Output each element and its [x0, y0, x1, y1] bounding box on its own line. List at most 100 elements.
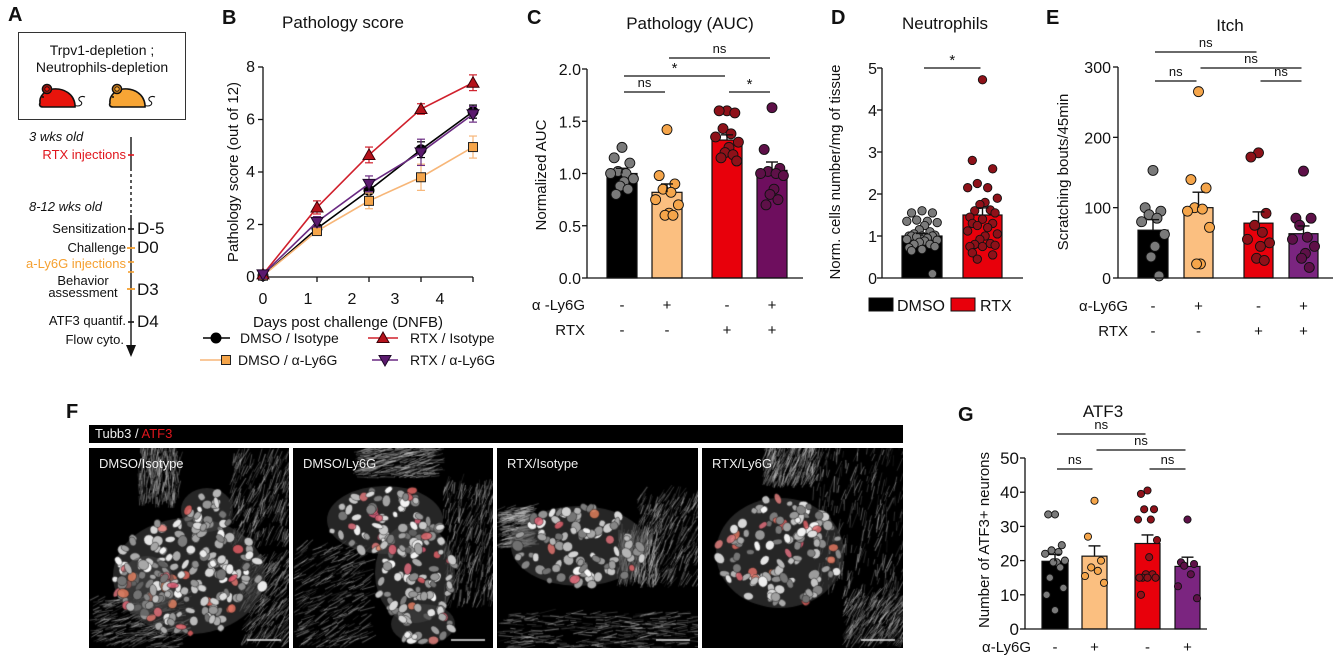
data-point [902, 216, 912, 226]
legend-label: DMSO / Isotype [240, 330, 339, 346]
panel-letter-a: A [8, 4, 23, 26]
data-point [1135, 573, 1144, 582]
data-point [992, 193, 1002, 203]
data-point [624, 157, 636, 169]
bar-group-1 [1182, 86, 1215, 279]
panel-letter-f: F [66, 401, 79, 423]
panel-letter-c: C [527, 7, 541, 29]
data-point [1149, 505, 1159, 514]
chart-panel-c: C Pathology (AUC) 0.0 0.5 1.0 1.5 2.0 Normalize… [527, 7, 803, 339]
data-point [256, 269, 270, 282]
data-point [665, 186, 677, 198]
data-point [1249, 219, 1261, 231]
micrograph-dmso-isotype: DMSO/Isotype [89, 448, 289, 648]
y-tick-label: 200 [1084, 130, 1111, 147]
data-point [1200, 182, 1212, 194]
series-line [262, 146, 474, 277]
legend-swatch [868, 297, 894, 312]
data-point [1303, 262, 1315, 273]
significance-label: ns [1134, 433, 1148, 448]
data-point [1296, 252, 1308, 264]
bar-group-2 [1133, 486, 1162, 630]
timeline-sensitization: Sensitization [52, 221, 126, 236]
data-point [729, 107, 741, 119]
data-point [755, 168, 767, 179]
data-point [1045, 573, 1054, 582]
y-tick-label: 10 [1000, 586, 1019, 605]
panel-letter-g: G [958, 404, 974, 426]
y-tick-label: 1.5 [559, 114, 581, 131]
condition-symbol: + [1143, 660, 1152, 663]
significance-label: ns [713, 41, 727, 56]
box-line-1: Trpv1-depletion ; [49, 42, 155, 58]
y-tick-label: 40 [1000, 483, 1019, 502]
data-point [1204, 221, 1215, 233]
bar-group-3 [1173, 515, 1202, 630]
y-tick-label: 0.5 [559, 219, 581, 236]
legend-swatch [950, 297, 976, 312]
condition-symbol: + [1299, 298, 1308, 315]
legend-label: RTX / α-Ly6G [410, 352, 495, 368]
y-tick-label: 5 [868, 61, 877, 78]
chart-panel-b: B Pathology score 0 2 4 6 8 0 1 2 3 4 Days post chal… [200, 7, 495, 368]
data-point [1096, 556, 1106, 565]
data-point [362, 178, 376, 191]
data-point [622, 183, 634, 195]
data-point [672, 199, 684, 211]
micrograph-dmso-ly6g: DMSO/Ly6G [293, 448, 493, 648]
x-tick-label: 2 [348, 291, 357, 308]
y-tick-label: 1.0 [559, 167, 581, 184]
data-point [1180, 561, 1189, 570]
data-point [977, 75, 988, 85]
data-point [713, 105, 725, 117]
significance-label: ns [1169, 64, 1183, 79]
timeline-day-d3: D3 [137, 280, 159, 299]
significance-label: * [747, 76, 753, 93]
data-point [1056, 563, 1065, 572]
y-tick-label: 0.0 [559, 271, 581, 288]
data-point [1305, 212, 1317, 224]
data-point [963, 226, 973, 236]
data-point [466, 75, 480, 88]
data-point [1153, 270, 1165, 282]
data-point [710, 131, 722, 143]
data-point [1256, 226, 1268, 238]
mouse-model-box: Trpv1-depletion ; Neutrophils-depletion [18, 32, 186, 120]
bar-group-0 [605, 141, 639, 279]
y-tick-label: 0 [246, 269, 255, 286]
condition-symbol: + [1299, 323, 1308, 340]
series-line [262, 82, 474, 275]
y-tick-label: 6 [246, 112, 255, 129]
x-tick-label: 4 [436, 291, 445, 308]
data-point [717, 123, 729, 135]
data-point [1044, 510, 1053, 519]
legend-marker [221, 355, 231, 365]
panel-letter-d: D [831, 7, 845, 29]
data-point [667, 209, 679, 221]
y-axis-label: Scratching bouts/45min [1055, 94, 1072, 251]
data-point [766, 102, 778, 114]
condition-symbol: + [1183, 660, 1192, 663]
y-tick-label: 0 [868, 271, 877, 288]
data-point [760, 199, 772, 211]
data-point [983, 222, 993, 233]
x-tick-label: 1 [304, 291, 313, 308]
y-tick-label: 1 [868, 229, 877, 246]
panel-letter-e: E [1046, 7, 1059, 29]
timeline-day-d0: D0 [137, 238, 159, 257]
condition-symbol: + [1194, 298, 1203, 315]
data-point [975, 199, 985, 210]
x-tick-label: 3 [391, 291, 400, 308]
x-axis-label: Days post challenge (DNFB) [253, 314, 443, 331]
data-point [364, 195, 374, 206]
data-point [653, 170, 665, 182]
data-point [758, 144, 770, 155]
data-point [972, 220, 982, 231]
y-axis-label: Number of ATF3+ neurons [976, 452, 993, 628]
box-line-2: Neutrophils-depletion [35, 59, 169, 75]
chart-panel-g: G ATF3 0 10 20 30 40 50 Number of ATF3+ neurons α… [958, 402, 1207, 663]
timeline-age-8-12wks: 8-12 wks old [29, 199, 102, 214]
data-point [1189, 559, 1199, 569]
y-axis-label: Norm. cells number/mg of tissue [827, 64, 844, 279]
